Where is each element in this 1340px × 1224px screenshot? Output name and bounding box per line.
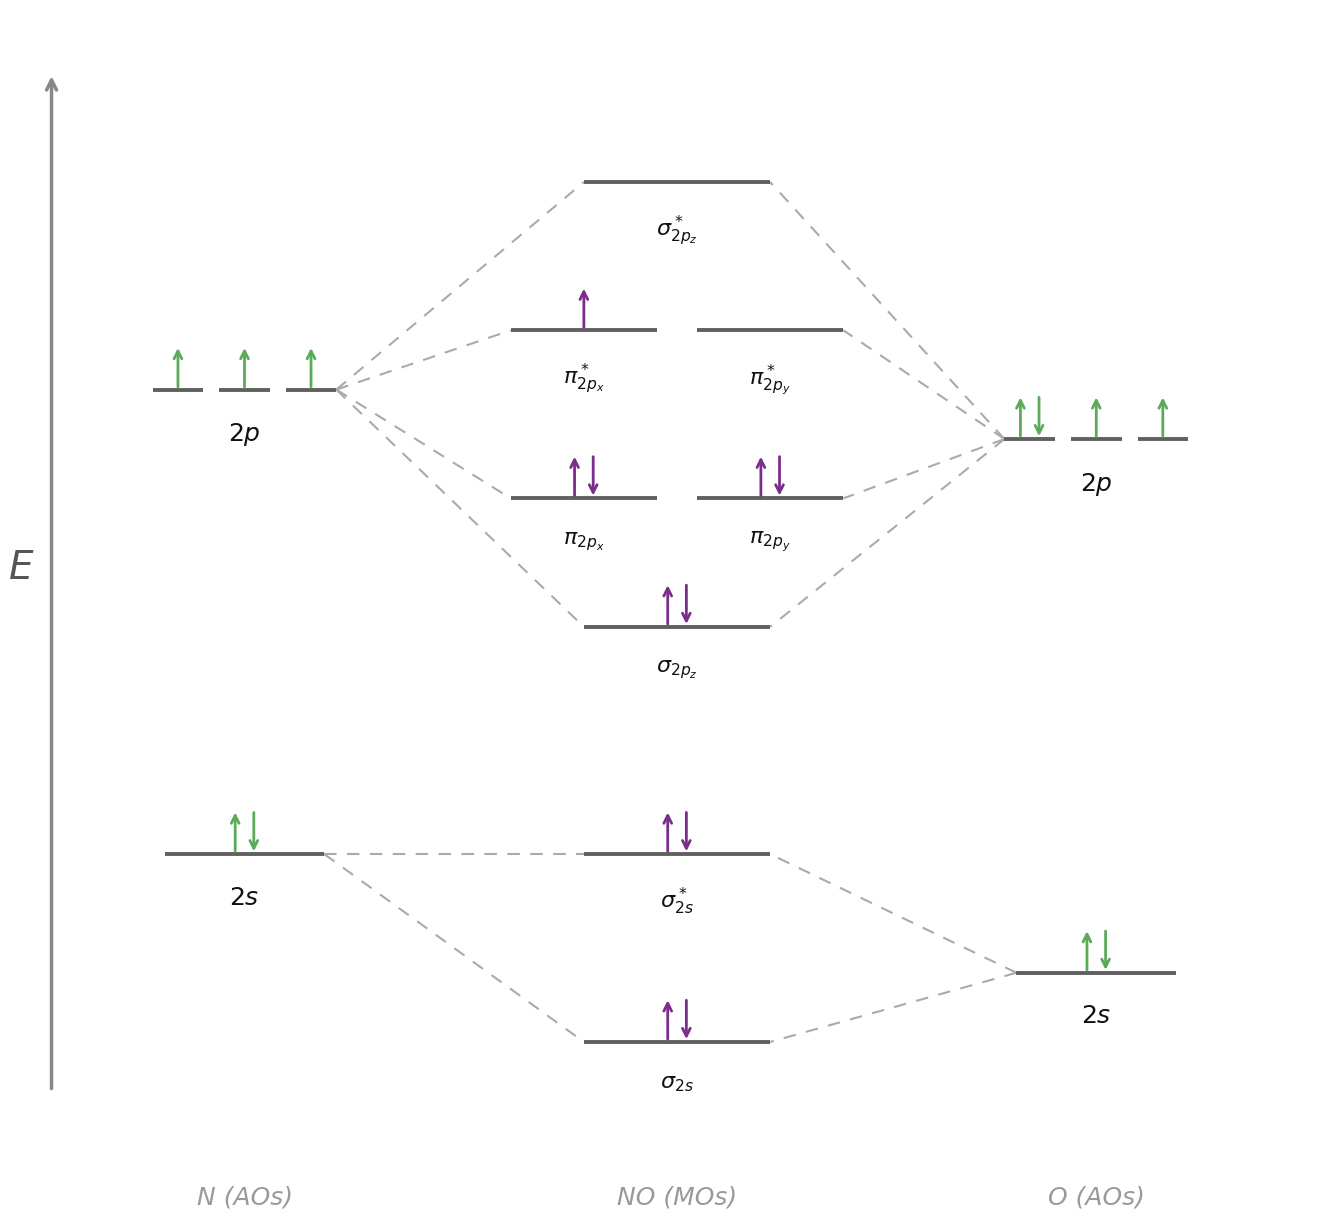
Text: $\pi_{2p_y}$: $\pi_{2p_y}$	[749, 530, 791, 554]
Text: $2s$: $2s$	[229, 886, 260, 909]
Text: O (AOs): O (AOs)	[1048, 1185, 1144, 1209]
Text: $2p$: $2p$	[1080, 471, 1112, 498]
Text: $\sigma^*_{2s}$: $\sigma^*_{2s}$	[661, 886, 694, 917]
Text: $\pi^*_{2p_x}$: $\pi^*_{2p_x}$	[563, 362, 604, 397]
Text: $\sigma_{2p_z}$: $\sigma_{2p_z}$	[657, 659, 698, 682]
Text: $\pi_{2p_x}$: $\pi_{2p_x}$	[563, 530, 604, 553]
Text: $E$: $E$	[8, 548, 34, 586]
Text: N (AOs): N (AOs)	[197, 1185, 292, 1209]
Text: $\pi^*_{2p_y}$: $\pi^*_{2p_y}$	[749, 362, 791, 398]
Text: $2p$: $2p$	[228, 421, 261, 448]
Text: NO (MOs): NO (MOs)	[616, 1185, 737, 1209]
Text: $2s$: $2s$	[1081, 1005, 1111, 1028]
Text: $\sigma^*_{2p_z}$: $\sigma^*_{2p_z}$	[657, 214, 698, 248]
Text: $\sigma_{2s}$: $\sigma_{2s}$	[661, 1073, 694, 1093]
